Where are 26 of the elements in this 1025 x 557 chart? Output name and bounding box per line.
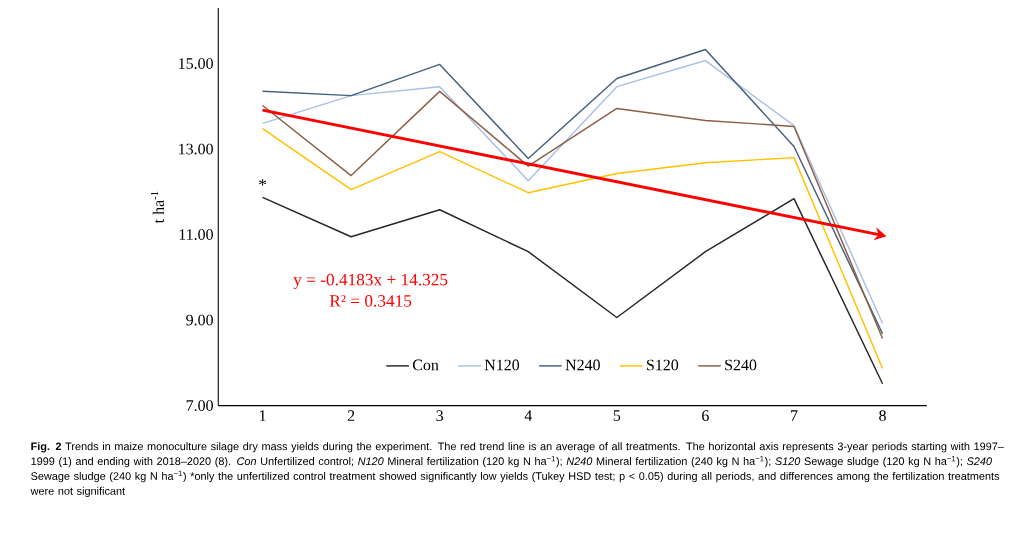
y-axis-title: t ha$^{-1}$ (151, 191, 164, 224)
x-tick-label: 1 (259, 410, 266, 421)
x-tick-label: 4 (524, 410, 533, 421)
x-tick-label: 2 (347, 410, 355, 421)
legend-label: N120 (484, 359, 520, 371)
legend-label: S240 (725, 359, 757, 371)
x-tick-label: 5 (613, 410, 621, 421)
x-tick-label: 6 (702, 410, 709, 421)
y-tick-label: 9.00 (186, 314, 213, 326)
x-tick-label: 7 (791, 410, 798, 421)
annotation: y = -0.4183x + 14.325 (293, 273, 448, 289)
line-series (261, 127, 884, 370)
line-series (261, 196, 884, 385)
x-tick-label: 3 (436, 410, 444, 421)
x-tick-label: 8 (879, 410, 886, 422)
legend-label: Con (412, 359, 439, 371)
legend-label: N240 (565, 359, 600, 371)
y-tick-label: 7.00 (186, 400, 213, 411)
y-tick-label: 13.00 (179, 143, 213, 155)
y-tick-label: 15.00 (179, 58, 213, 69)
y-tick-label: 11.00 (179, 229, 213, 240)
text: Fig. 2 Trends in maize monoculture silage dry mass yields during the experiment. The red trend line is an average of all treatments. The horizontal axis represents 3-year periods starting with 1997–1999 (1) and ending with 2018–2020 (8). Con Unfertilized control; N120 Mineral fertilization (120 kg N ha$^{−1}$); N240 Mineral fertilization (240 kg N ha$^{−1}$); S120 Sewage sludge (120 kg N ha$^{−1}$); S240 Sewage sludge (240 kg N ha$^{−1}$) *only the unfertilized control treatment showed significantly low yields (Tukey HSD test; p < 0.05) during all periods, and differences among the fertilization treatments were not significant (30, 442, 1004, 497)
line-series (261, 90, 884, 340)
annotation: * (259, 179, 267, 186)
annotation: R² = 0.3415 (329, 295, 412, 307)
legend-label: S120 (647, 359, 679, 371)
